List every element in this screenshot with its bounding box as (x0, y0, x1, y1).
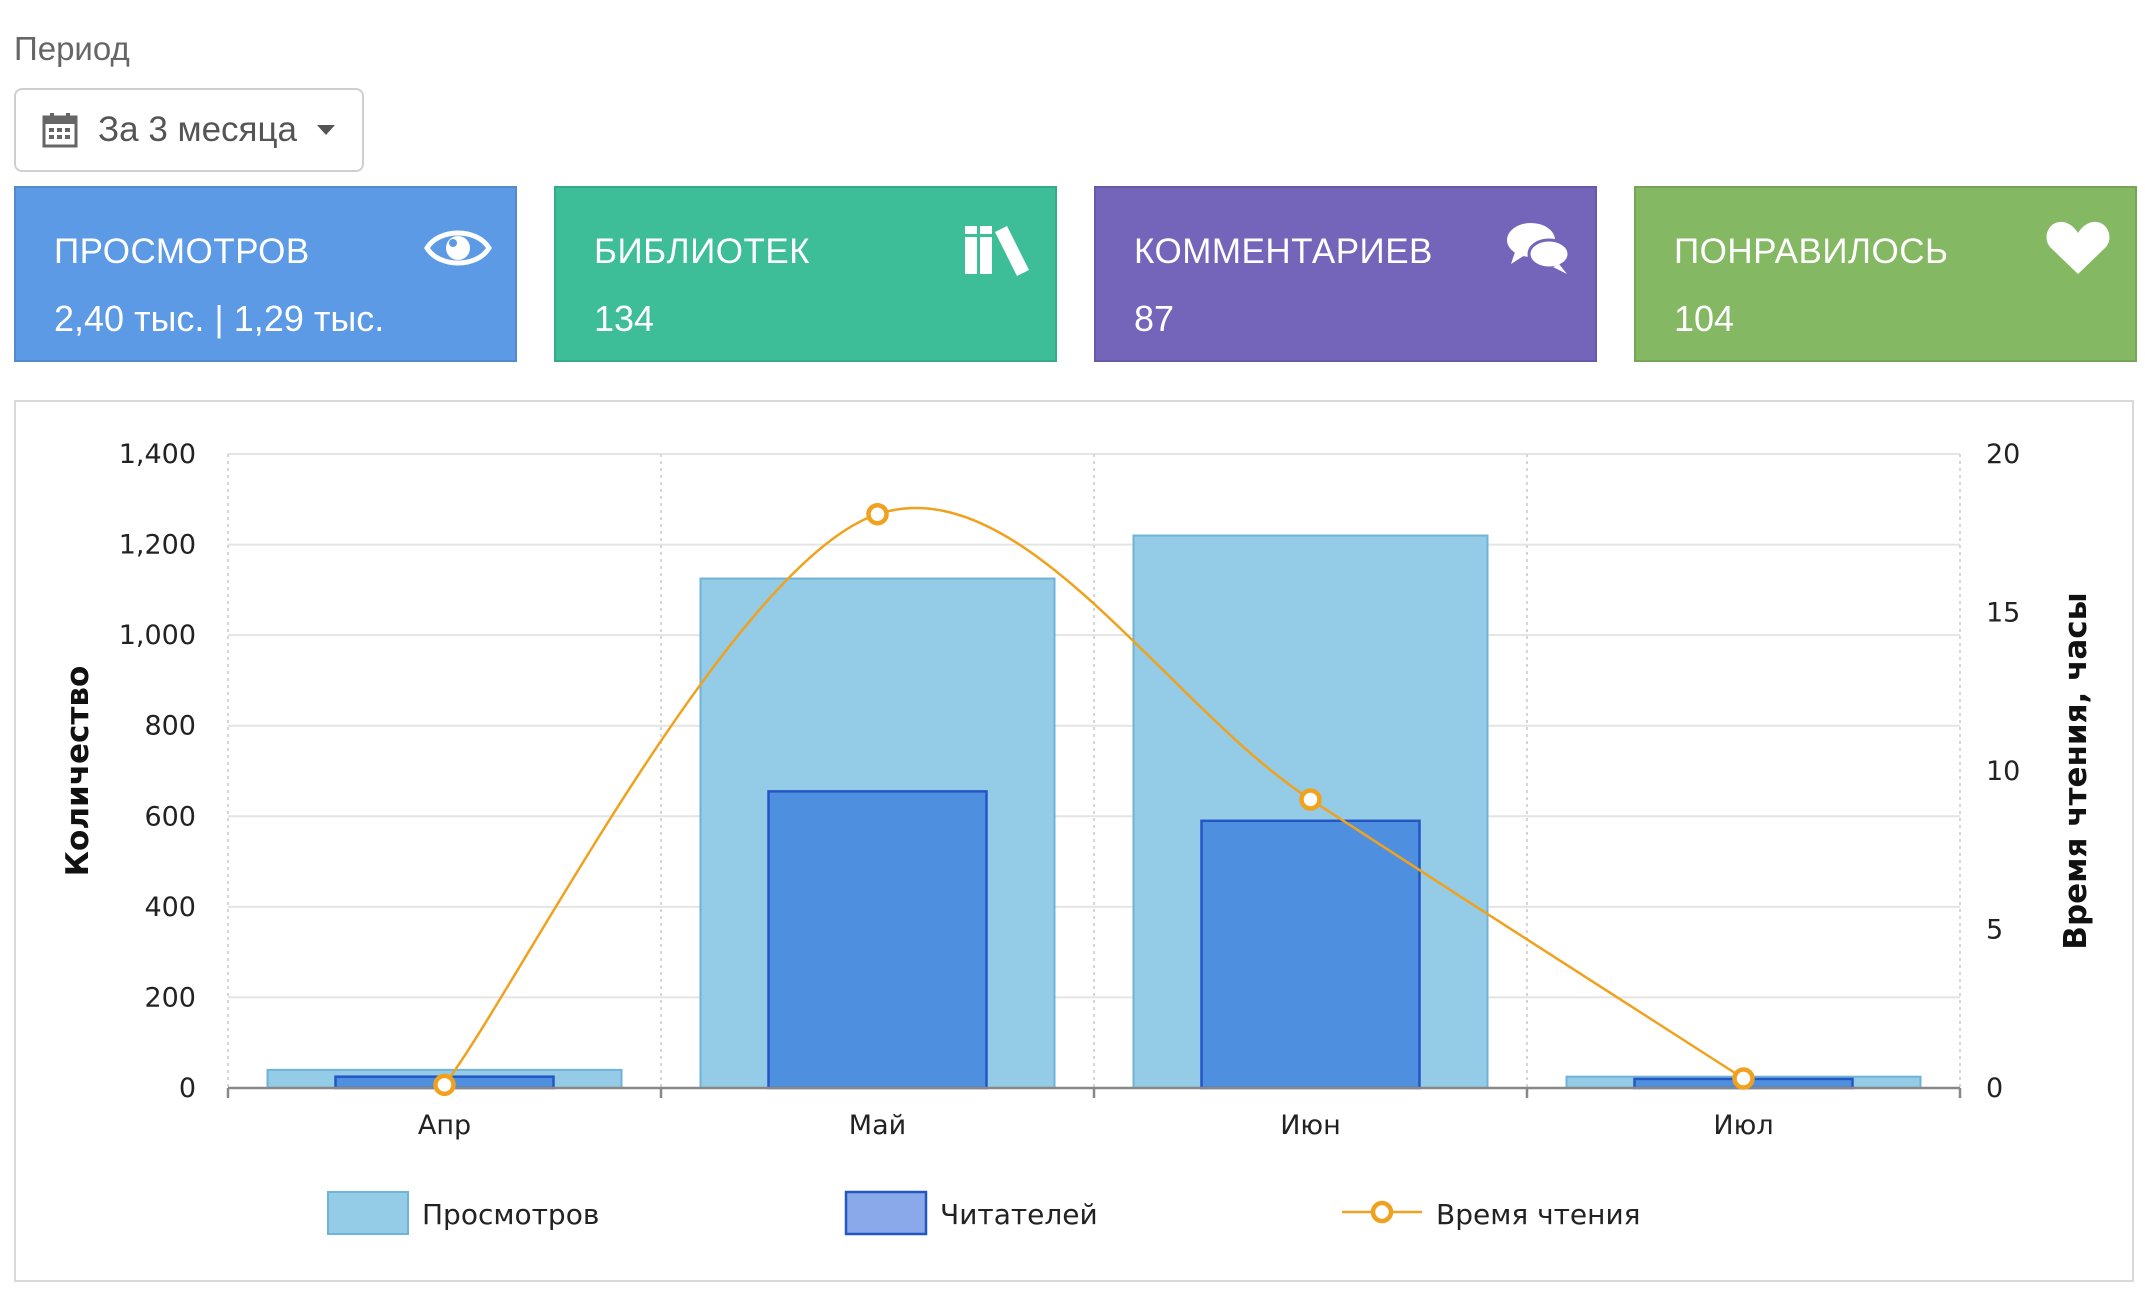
card-value: 87 (1134, 298, 1175, 339)
card-title: ПОНРАВИЛОСЬ (1674, 232, 1949, 271)
bar-readers (767, 790, 988, 1090)
reading-time-point (433, 1073, 456, 1097)
stat-card-likes: ПОНРАВИЛОСЬ 104 (1634, 186, 2137, 362)
legend-label-readers: Читателей (940, 1198, 1098, 1231)
reading-time-line (443, 506, 1745, 1086)
y2-tick-label: 15 (1986, 598, 2020, 629)
y-tick-label: 1,000 (119, 620, 196, 651)
chart-svg: 0 200 400 600 800 1,000 1,200 1,400 0 5 10 15 20 Апр М… (60, 439, 2094, 1236)
legend-swatch-readers (844, 1190, 928, 1236)
legend-marker-reading-time (1370, 1200, 1394, 1224)
card-title: БИБЛИОТЕК (594, 232, 811, 271)
y-tick-label: 1,400 (119, 439, 196, 470)
stat-card-libraries: БИБЛИОТЕК 134 (554, 186, 1057, 362)
comments-icon (1507, 223, 1571, 274)
x-tick-label: Июн (1280, 1110, 1341, 1141)
y2-tick-label: 5 (1986, 915, 2003, 946)
y-tick-label: 1,200 (119, 530, 196, 561)
legend-swatch-views (327, 1191, 409, 1235)
legend-label-reading-time: Время чтения (1436, 1198, 1641, 1231)
x-tick-label: Апр (418, 1110, 471, 1141)
chevron-down-icon (317, 125, 336, 135)
y-tick-label: 400 (144, 892, 196, 923)
stat-card-comments: КОММЕНТАРИЕВ 87 (1094, 186, 1597, 362)
legend-label-views: Просмотров (422, 1198, 599, 1231)
books-icon (965, 226, 1029, 276)
calendar-icon (42, 113, 78, 148)
card-value: 2,40 тыс. | 1,29 тыс. (54, 298, 385, 339)
card-title: КОММЕНТАРИЕВ (1134, 232, 1433, 271)
reading-time-point (1299, 788, 1322, 811)
y2-tick-label: 0 (1986, 1073, 2003, 1104)
period-label: Период (14, 30, 130, 67)
card-title: ПРОСМОТРОВ (54, 232, 310, 271)
period-selected-value: За 3 месяца (98, 110, 298, 149)
y2-tick-label: 10 (1986, 756, 2020, 787)
heart-icon (2046, 221, 2110, 274)
y-tick-label: 0 (179, 1073, 196, 1104)
card-value: 104 (1674, 298, 1735, 339)
period-dropdown[interactable]: За 3 месяца (14, 88, 364, 172)
bar-readers (1200, 819, 1421, 1090)
x-tick-label: Май (849, 1110, 906, 1141)
stat-card-views: ПРОСМОТРОВ 2,40 тыс. | 1,29 тыс. (14, 186, 517, 362)
y2-tick-label: 20 (1986, 439, 2020, 470)
y-tick-label: 600 (144, 801, 196, 832)
y-axis-title: Количество (60, 666, 96, 877)
x-tick-label: Июл (1713, 1110, 1773, 1141)
stats-chart: 0 200 400 600 800 1,000 1,200 1,400 0 5 10 15 20 Апр М… (14, 400, 2134, 1282)
reading-time-point (866, 502, 889, 526)
y2-axis-title: Время чтения, часы (2058, 592, 2094, 949)
y-tick-label: 200 (144, 982, 196, 1013)
reading-time-point (1732, 1067, 1755, 1090)
eye-icon (424, 230, 492, 266)
card-value: 134 (594, 298, 655, 339)
y-tick-label: 800 (144, 711, 196, 742)
